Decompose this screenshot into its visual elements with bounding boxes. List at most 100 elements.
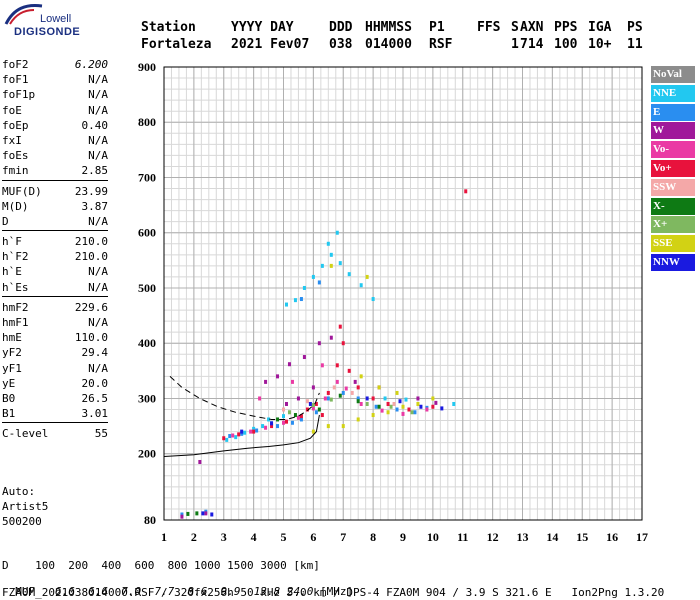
data-point [290,379,294,384]
x-tick-label: 15 [576,530,588,544]
data-point [365,274,369,279]
param-row: C-level 55 [2,426,108,441]
data-point [204,511,208,516]
param-value: 210.0 [74,250,108,264]
param-name: foE [2,103,22,117]
data-point [389,404,393,409]
x-tick-label: 4 [251,530,257,544]
data-point [365,396,369,401]
data-point [365,401,369,406]
x-tick-label: 9 [400,530,406,544]
data-point [302,355,306,360]
muf-value: 6.6 [35,585,75,598]
data-point [326,424,330,429]
profile-curve-dashed [169,376,320,420]
footer-distance-row: D 100 200 400 600 800 1000 1500 3000 [km… [2,559,320,572]
param-name: C-level [2,427,49,441]
param-value: 0.40 [81,118,109,132]
data-point [311,406,315,411]
legend-item-x-: X- [651,197,695,215]
param-name: h`F2 [2,250,29,264]
param-row: foEp 0.40 [2,118,108,133]
data-point [326,390,330,395]
data-point [410,410,414,415]
data-point [359,283,363,288]
param-row: hmE 110.0 [2,330,108,345]
param-name: h`E [2,265,22,279]
param-name: foEs [2,149,29,163]
data-point [356,396,360,401]
param-row: B0 26.5 [2,391,108,406]
data-point [299,414,303,419]
data-point [180,512,184,517]
muf-value: 7.7 [141,585,175,598]
param-value: N/A [88,103,108,117]
data-point [225,437,229,442]
data-point [195,511,199,516]
legend-item-nne: NNE [651,84,695,102]
legend-item-e: E [651,103,695,121]
data-point [341,341,345,346]
data-point [296,396,300,401]
param-value: N/A [88,280,108,294]
x-tick-label: 6 [310,530,316,544]
parameters-panel: foF2 6.200 foF1 N/A foF1p N/A foE N/A foEp 0.40 fx… [2,57,108,442]
muf-value: 24.0 [280,585,314,598]
data-point [413,410,417,415]
data-point [341,390,345,395]
data-point [252,426,256,431]
legend-item-vo-: Vo- [651,141,695,159]
param-name: hmE [2,331,22,345]
auto-code: 500200 [2,515,42,528]
data-point [398,399,402,404]
legend-item-x-: X+ [651,216,695,234]
params-separator [2,179,108,183]
data-point [282,414,285,419]
data-point [186,511,190,516]
param-name: yE [2,376,16,390]
data-point [231,433,235,438]
data-point [386,401,390,406]
param-row: foE N/A [2,103,108,118]
muf-value: 13.8 [240,585,281,598]
muf-label: MUF [15,585,36,598]
data-point [320,263,324,268]
data-point [356,399,360,404]
x-tick-label: 13 [517,530,529,544]
header-cell: PPS [554,20,578,35]
data-point [356,417,360,422]
param-name: foF1p [2,88,36,102]
data-point [341,424,345,429]
x-tick-label: 12 [487,530,499,544]
data-point [356,385,360,390]
param-name: M(D) [2,199,29,213]
legend-item-nnw: NNW [651,253,695,271]
legend-item-w: W [651,122,695,140]
param-row: foEs N/A [2,148,108,163]
header-cell: 1 [511,37,519,52]
data-point [452,401,456,406]
param-name: foF2 [2,58,29,71]
y-tick-label: 200 [138,447,156,461]
param-row: M(D) 3.87 [2,199,108,214]
param-row: yE 20.0 [2,376,108,391]
header-cell: Fortaleza [141,37,212,52]
data-point [335,230,339,235]
muf-unit: [MHz] [320,585,354,598]
data-point [377,404,381,409]
data-point [305,407,309,412]
header-cell: 014000 [365,37,412,52]
param-value: 20.0 [81,376,109,390]
logo-line2: DIGISONDE [14,26,81,38]
param-row: foF1p N/A [2,87,108,102]
data-point [258,396,262,401]
param-name: h`Es [2,280,29,294]
data-point [350,390,354,395]
x-tick-label: 16 [606,530,618,544]
param-value: N/A [88,88,108,102]
param-value: N/A [88,265,108,279]
auto-label: Auto: [2,485,36,498]
data-point [326,396,330,401]
header-cell: 11 [627,37,643,52]
x-tick-label: 2 [191,530,197,544]
